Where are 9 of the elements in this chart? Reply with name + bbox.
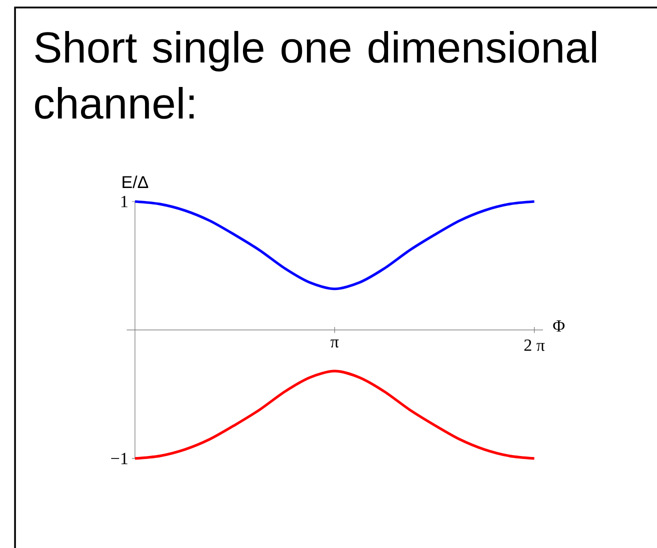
- y-axis-title: E/Δ: [122, 176, 148, 188]
- y-tick-label: 1: [121, 196, 128, 208]
- x-axis-title: Φ: [553, 320, 565, 332]
- x-tick-label: π: [330, 340, 339, 348]
- line-series: [134, 370, 536, 460]
- line-series: [134, 200, 536, 290]
- x-tick-label: 2 π: [524, 340, 545, 351]
- chart-title: Short single one dimensional channel:: [35, 30, 596, 119]
- y-tick-label: −1: [111, 452, 128, 464]
